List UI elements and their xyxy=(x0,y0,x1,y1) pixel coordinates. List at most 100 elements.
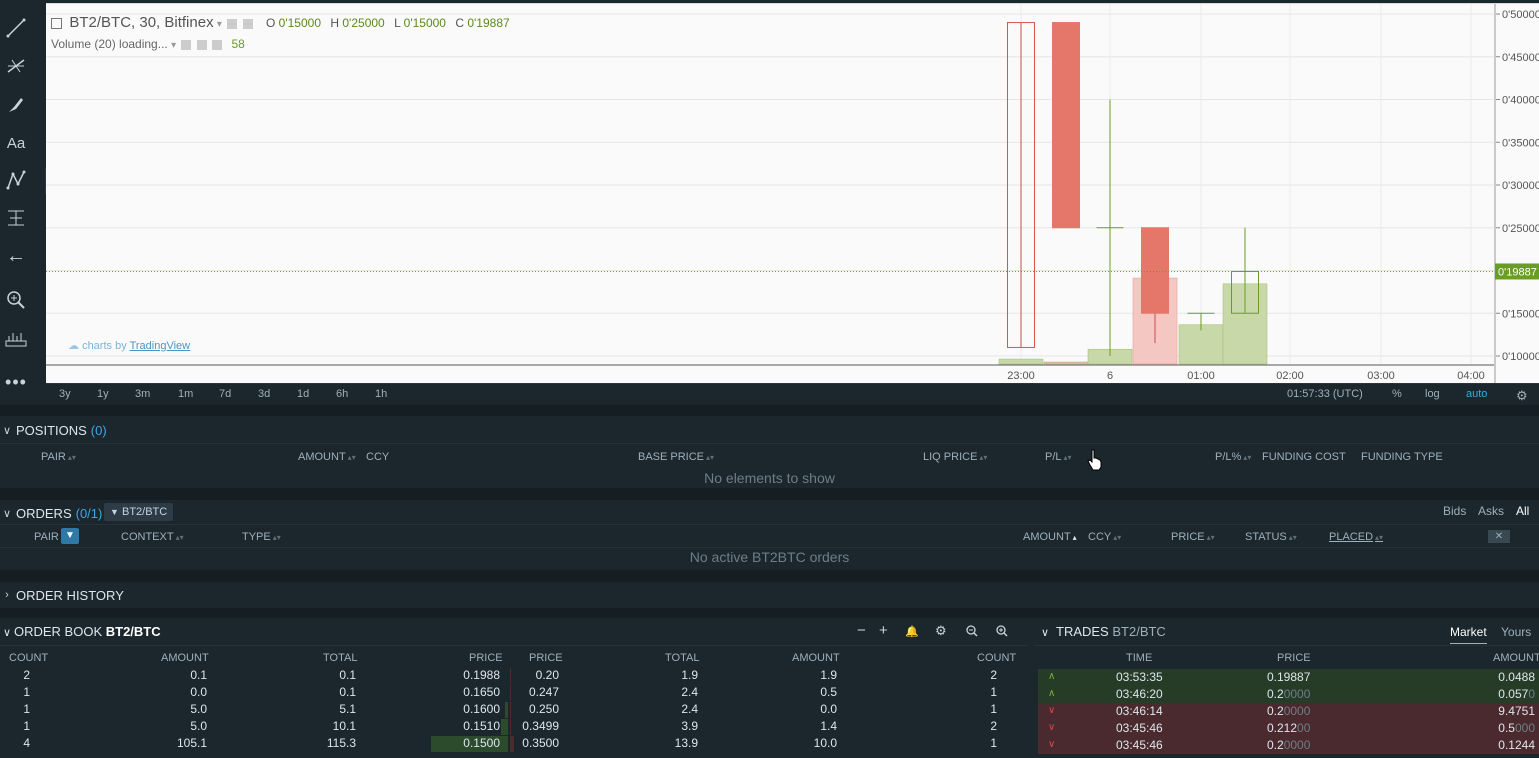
positions-header[interactable]: ∨ POSITIONS (0) xyxy=(0,417,1539,443)
trade-price: 0.21200 xyxy=(1267,721,1311,735)
tab-yours[interactable]: Yours xyxy=(1501,625,1532,639)
ask-total: 2.4 xyxy=(681,685,698,699)
trade-time: 03:53:35 xyxy=(1116,670,1163,684)
tradingview-link[interactable]: TradingView xyxy=(129,340,191,352)
col-ccy[interactable]: CCY ▴▾ xyxy=(1088,531,1121,543)
tf-3y[interactable]: 3y xyxy=(59,388,71,400)
volume-label[interactable]: Volume (20) loading... xyxy=(51,37,168,51)
zoom-icon[interactable] xyxy=(4,288,28,312)
settings-icon[interactable] xyxy=(196,39,207,50)
tf-3m[interactable]: 3m xyxy=(135,388,151,400)
pair-filter-chip[interactable]: ▼ BT2/BTC xyxy=(104,503,174,521)
tf-1y[interactable]: 1y xyxy=(97,388,109,400)
col-context[interactable]: CONTEXT ▴▾ xyxy=(121,531,184,543)
trade-row: ∨ 03:45:46 0.21200 0.5000 xyxy=(1038,720,1539,737)
col-pl-pct[interactable]: P/L% ▴▾ xyxy=(1215,451,1251,463)
more-icon[interactable]: ••• xyxy=(5,371,27,392)
col-amount[interactable]: AMOUNT ▴▾ xyxy=(298,451,356,463)
col-type[interactable]: TYPE ▴▾ xyxy=(242,531,281,543)
tf-1m[interactable]: 1m xyxy=(178,388,194,400)
zoom-in-icon[interactable] xyxy=(996,625,1008,640)
tab-market[interactable]: Market xyxy=(1450,625,1487,644)
chevron-down-icon[interactable]: ▾ xyxy=(216,19,222,30)
volume-value: 58 xyxy=(231,37,245,51)
tab-bids[interactable]: Bids xyxy=(1443,504,1467,518)
bell-icon[interactable]: 🔔 xyxy=(905,626,919,638)
ask-count: 1 xyxy=(990,702,997,716)
settings-icon[interactable] xyxy=(242,18,253,29)
cancel-all-button[interactable]: ✕ xyxy=(1488,530,1510,543)
bid-amount: 5.0 xyxy=(190,719,207,733)
ask-depth-bar xyxy=(510,702,511,718)
volume-legend: Volume (20) loading... ▾ 58 xyxy=(51,37,245,51)
percent-toggle[interactable]: % xyxy=(1392,388,1402,400)
col-pl[interactable]: P/L ▴▾ xyxy=(1045,451,1072,463)
ask-total: 3.9 xyxy=(681,719,698,733)
high-label: H xyxy=(330,16,340,30)
ask-amount: 1.4 xyxy=(820,719,837,733)
collapse-legend-icon[interactable] xyxy=(51,18,62,30)
chevron-down-icon[interactable]: ▾ xyxy=(171,40,177,51)
close-label: C xyxy=(455,16,464,30)
symbol-label[interactable]: BT2/BTC, 30, Bitfinex xyxy=(69,14,214,31)
tradingview-watermark[interactable]: ☁ charts by TradingView xyxy=(68,339,190,352)
tab-asks[interactable]: Asks xyxy=(1478,504,1505,518)
ruler-icon[interactable] xyxy=(4,326,28,350)
ask-count: 2 xyxy=(990,719,997,733)
orders-header[interactable]: ∨ ORDERS (0/1) xyxy=(0,500,1539,526)
col-pair[interactable]: PAIR ▴▾ xyxy=(41,451,76,463)
back-arrow-icon[interactable]: ← xyxy=(6,244,26,267)
chevron-right-icon[interactable]: › xyxy=(5,589,9,601)
chevron-down-icon: ∨ xyxy=(1048,705,1056,716)
tf-1d[interactable]: 1d xyxy=(297,388,310,400)
col-amount[interactable]: AMOUNT ▴ xyxy=(1023,531,1077,543)
col-placed[interactable]: PLACED ▴▾ xyxy=(1329,531,1383,543)
trend-line-icon[interactable] xyxy=(4,16,28,40)
auto-toggle[interactable]: auto xyxy=(1466,388,1488,400)
chevron-down-icon[interactable]: ∨ xyxy=(2,424,12,437)
tf-3d[interactable]: 3d xyxy=(258,388,271,400)
order-history-header[interactable]: › ORDER HISTORY xyxy=(0,582,1539,608)
measure-icon[interactable] xyxy=(4,206,28,230)
eye-icon[interactable] xyxy=(181,39,192,50)
gear-icon[interactable]: ⚙ xyxy=(935,623,947,638)
chevron-down-icon[interactable]: ∨ xyxy=(2,507,12,520)
plus-icon[interactable]: + xyxy=(879,622,888,639)
trade-amount: 0.1244 xyxy=(1498,738,1535,752)
order-book-pair: BT2/BTC xyxy=(105,624,161,639)
ask-amount: 0.5 xyxy=(820,685,837,699)
divider xyxy=(0,608,1539,618)
price-chart[interactable]: 0'50000 0'45000 0'40000 0'35000 0'30000 0'250… xyxy=(46,3,1539,384)
tf-1h[interactable]: 1h xyxy=(375,388,388,400)
trades-title[interactable]: ∨ TRADES BT2/BTC xyxy=(1034,624,1166,639)
eye-icon[interactable] xyxy=(227,18,238,29)
ask-col-amount: AMOUNT xyxy=(792,652,840,664)
col-status[interactable]: STATUS ▴▾ xyxy=(1245,531,1297,543)
col-base-price[interactable]: BASE PRICE ▴▾ xyxy=(638,451,714,463)
gear-icon[interactable]: ⚙ xyxy=(1516,388,1528,403)
zoom-out-icon[interactable] xyxy=(966,625,978,640)
chevron-down-icon[interactable]: ∨ xyxy=(2,627,12,639)
col-price[interactable]: PRICE ▴▾ xyxy=(1171,531,1215,543)
filter-icon[interactable]: ▼ xyxy=(61,528,79,544)
pattern-icon[interactable] xyxy=(4,168,28,192)
fib-icon[interactable] xyxy=(4,54,28,78)
close-icon[interactable] xyxy=(212,39,223,50)
chevron-down-icon[interactable]: ∨ xyxy=(1040,627,1050,639)
brush-icon[interactable] xyxy=(4,93,28,117)
bid-total: 0.1 xyxy=(339,685,356,699)
ask-depth-bar xyxy=(510,668,511,684)
col-label: PAIR xyxy=(41,451,66,463)
y-tick-label: 0'40000 xyxy=(1502,95,1539,107)
minus-icon[interactable]: − xyxy=(857,622,866,639)
tab-all[interactable]: All xyxy=(1516,504,1530,518)
tf-7d[interactable]: 7d xyxy=(219,388,232,400)
col-liq-price[interactable]: LIQ PRICE ▴▾ xyxy=(923,451,987,463)
order-book-title[interactable]: ∨ ORDER BOOK BT2/BTC xyxy=(0,624,161,639)
text-icon[interactable]: Aa xyxy=(6,134,26,152)
y-tick-label: 0'15000 xyxy=(1502,308,1539,320)
price-trailing-zeros: 0000 xyxy=(1283,687,1311,701)
sort-icon: ▴ xyxy=(1072,533,1077,542)
tf-6h[interactable]: 6h xyxy=(336,388,349,400)
log-toggle[interactable]: log xyxy=(1425,388,1440,400)
